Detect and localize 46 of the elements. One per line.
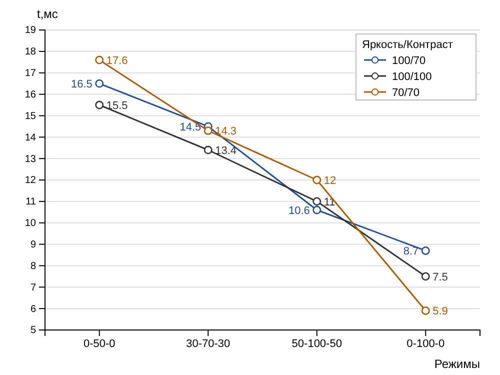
point	[421, 306, 430, 315]
y-tick-label: 19	[24, 25, 36, 36]
point	[312, 176, 322, 184]
point	[312, 197, 322, 206]
y-tick-label: 10	[24, 218, 36, 230]
point	[95, 56, 104, 64]
y-tick-label: 6	[30, 304, 36, 315]
data-label: 14.5	[180, 121, 202, 134]
x-tick-label: 30-70-30	[186, 338, 230, 350]
data-label: 5.9	[432, 306, 448, 318]
x-tick-label: 0-100-0	[406, 338, 445, 350]
y-tick-label: 11	[26, 196, 36, 208]
x-tick-label: 50-100-50	[292, 338, 342, 350]
y-tick-label: 17	[24, 68, 36, 80]
y-tick-label: 9	[30, 239, 36, 250]
data-label: 15.5	[106, 100, 128, 112]
legend-label: 70/70	[392, 87, 420, 99]
y-tick-label: 14	[24, 132, 36, 144]
data-label: 10.6	[288, 205, 310, 217]
y-tick-label: 7	[30, 282, 36, 294]
legend-title: Яркость/Контраст	[362, 39, 453, 51]
point	[204, 126, 212, 135]
x-axis-title: Режимы	[434, 357, 480, 371]
data-label: 14.3	[215, 126, 237, 138]
data-label: 13.4	[215, 145, 237, 157]
data-label: 7.5	[432, 271, 448, 284]
data-label: 16.5	[70, 78, 92, 91]
legend-label: 100/100	[392, 71, 432, 83]
point	[421, 272, 430, 281]
x-tick-label: 0-50-0	[83, 338, 116, 350]
point	[421, 246, 430, 255]
y-tick-label: 18	[24, 46, 36, 58]
y-tick-label: 8	[30, 260, 36, 272]
y-tick-label: 13	[24, 154, 36, 165]
point	[95, 100, 104, 110]
data-label: 12	[324, 175, 336, 187]
y-tick-label: 12	[24, 175, 36, 186]
point	[312, 206, 322, 214]
y-tick-label: 15	[24, 110, 36, 122]
point	[204, 146, 212, 154]
y-tick-label: 16	[24, 89, 36, 100]
data-label: 17.6	[106, 55, 128, 67]
y-tick-label: 5	[30, 325, 36, 336]
y-axis-title: t,мс	[37, 7, 58, 21]
legend-label: 100/70	[392, 55, 426, 67]
point	[95, 79, 104, 88]
